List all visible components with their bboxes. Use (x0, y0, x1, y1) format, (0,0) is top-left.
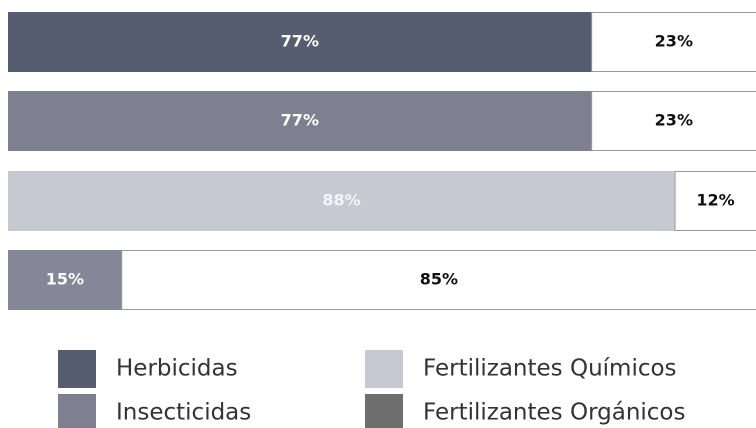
bar-segment (8, 171, 676, 231)
value-label: 23% (655, 111, 693, 130)
bar-segment (8, 12, 592, 72)
value-label: 12% (696, 191, 734, 210)
value-label: 15% (46, 270, 84, 289)
bar-rest-segment (674, 171, 756, 231)
bar-rest-segment (121, 250, 756, 310)
bar-segment (8, 91, 592, 151)
legend-label: Herbicidas (116, 356, 238, 382)
value-label: 88% (322, 191, 360, 210)
value-label: 23% (655, 32, 693, 51)
legend-label: Fertilizantes Orgánicos (423, 400, 686, 426)
bar-segment (8, 250, 122, 310)
legend-label: Insecticidas (116, 400, 251, 426)
value-label: 77% (281, 111, 319, 130)
legend-label: Fertilizantes Químicos (423, 356, 677, 382)
legend-swatch (58, 394, 96, 428)
legend-swatch (365, 394, 403, 428)
value-label: 85% (420, 270, 458, 289)
legend-swatch (58, 350, 96, 388)
bar-rest-segment (591, 91, 756, 151)
value-label: 77% (281, 32, 319, 51)
legend-swatch (365, 350, 403, 388)
bar-rest-segment (591, 12, 756, 72)
